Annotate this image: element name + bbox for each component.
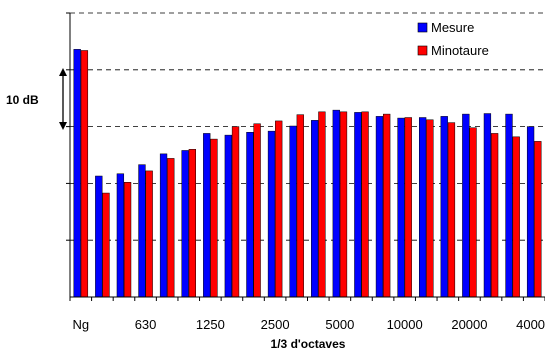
legend: Mesure Minotaure: [417, 20, 489, 58]
bar-mesure-20: [505, 113, 513, 298]
gridlines: [66, 12, 545, 241]
bar-mesure-14: [375, 116, 384, 298]
bar-minotaure-3: [145, 170, 153, 298]
bar-mesure-4: [159, 153, 168, 298]
x-tick-labels: Ng 630 1250 2500 5000 10000 20000 40000: [72, 317, 545, 332]
legend-label-mesure: Mesure: [431, 20, 474, 35]
bar-minotaure-9: [275, 120, 283, 298]
bar-minotaure-0: [80, 50, 89, 298]
scale-annotation: 10 dB: [6, 68, 67, 130]
x-axis-title: 1/3 d'octaves: [271, 337, 346, 351]
legend-swatch-minotaure: [417, 45, 428, 56]
bar-minotaure-20: [512, 136, 520, 298]
legend-label-minotaure: Minotaure: [431, 43, 489, 58]
bar-mesure-0: [73, 49, 81, 298]
x-tick-label: 2500: [261, 317, 290, 332]
x-tick-label: 10000: [387, 317, 423, 332]
bar-mesure-8: [246, 132, 254, 298]
x-ticks: [69, 297, 545, 301]
bar-minotaure-1: [102, 192, 110, 298]
bar-minotaure-15: [404, 117, 412, 298]
bar-minotaure-11: [318, 111, 326, 298]
bar-mesure-9: [267, 130, 276, 298]
bar-mesure-5: [181, 150, 189, 298]
bar-mesure-12: [332, 109, 340, 298]
x-tick-label: 5000: [325, 317, 354, 332]
bar-minotaure-12: [339, 111, 348, 298]
bar-mesure-10: [289, 125, 297, 298]
x-tick-label: 40000: [516, 317, 545, 332]
bar-minotaure-16: [426, 119, 434, 298]
bar-mesure-17: [440, 116, 448, 298]
x-tick-label: 20000: [451, 317, 487, 332]
bar-minotaure-7: [231, 126, 240, 298]
bar-mesure-7: [224, 134, 232, 298]
scale-arrow-down: [59, 122, 67, 130]
x-tick-label: 1250: [196, 317, 225, 332]
x-tick-label: 630: [135, 317, 157, 332]
bar-minotaure-10: [296, 114, 304, 298]
bar-mesure-3: [138, 164, 146, 298]
bar-minotaure-17: [447, 122, 456, 298]
bar-mesure-6: [203, 133, 211, 298]
scale-label: 10 dB: [6, 93, 39, 107]
bar-mesure-19: [483, 113, 492, 298]
x-tick-label: Ng: [72, 317, 89, 332]
bar-mesure-18: [462, 113, 470, 298]
bar-mesure-11: [311, 120, 319, 298]
scale-arrow-up: [59, 68, 67, 76]
bar-minotaure-19: [490, 133, 499, 298]
bar-mesure-16: [419, 117, 427, 298]
bar-minotaure-14: [383, 113, 391, 298]
bar-minotaure-4: [167, 158, 175, 298]
bars: [73, 49, 542, 298]
bar-mesure-13: [354, 112, 362, 298]
bar-minotaure-5: [188, 149, 196, 298]
bar-minotaure-18: [469, 127, 477, 298]
bar-minotaure-2: [123, 182, 132, 298]
bar-mesure-21: [526, 126, 535, 298]
bar-mesure-15: [397, 117, 405, 298]
bar-mesure-1: [95, 175, 103, 298]
legend-swatch-mesure: [417, 22, 428, 33]
bar-minotaure-21: [534, 141, 542, 298]
bar-minotaure-6: [210, 138, 218, 298]
bar-mesure-2: [116, 173, 125, 298]
bar-minotaure-8: [253, 123, 261, 298]
bar-minotaure-13: [361, 111, 369, 298]
